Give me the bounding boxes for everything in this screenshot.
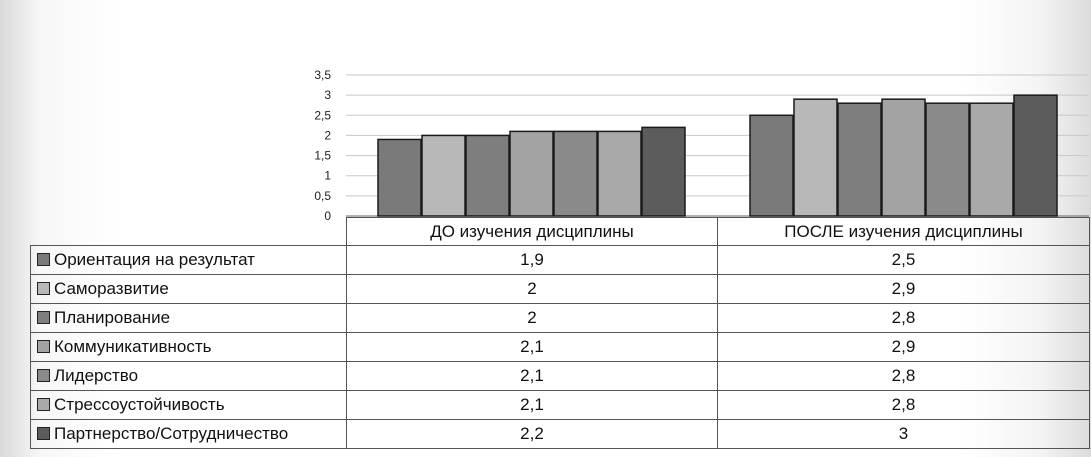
value-cell: 2,5 <box>717 245 1090 275</box>
table-row: Планирование 2 2,8 <box>30 303 1090 333</box>
series-name: Стрессоустойчивость <box>54 395 225 414</box>
series-label: Коммуникативность <box>30 332 347 362</box>
value-cell: 2,2 <box>346 419 718 449</box>
table-row: Саморазвитие 2 2,9 <box>30 274 1090 304</box>
series-label: Планирование <box>30 303 347 333</box>
value-cell: 2 <box>346 303 718 333</box>
legend-swatch <box>37 253 50 267</box>
bar <box>421 134 466 217</box>
bar <box>749 114 794 217</box>
value-cell: 3 <box>717 419 1090 449</box>
bar <box>465 134 510 217</box>
data-table: ДО изучения дисциплины ПОСЛЕ изучения ди… <box>30 217 1090 449</box>
bar <box>925 102 970 217</box>
series-name: Планирование <box>54 308 171 327</box>
bar <box>1013 94 1058 217</box>
value-cell: 2 <box>346 274 718 304</box>
y-tick-label: 2 <box>324 128 331 142</box>
table-header-row: ДО изучения дисциплины ПОСЛЕ изучения ди… <box>30 217 1090 246</box>
bar <box>597 130 642 217</box>
legend-swatch <box>37 340 50 354</box>
category-label-before: ДО изучения дисциплины <box>346 217 718 246</box>
series-name: Партнерство/Сотрудничество <box>54 424 289 443</box>
bar <box>881 98 926 217</box>
legend-swatch <box>37 427 50 441</box>
legend-swatch <box>37 282 50 296</box>
y-tick-label: 0,5 <box>314 189 331 203</box>
legend-swatch <box>37 311 50 325</box>
legend-swatch <box>37 369 50 383</box>
series-name: Коммуникативность <box>54 337 212 356</box>
value-cell: 2,9 <box>717 274 1090 304</box>
y-axis-ticks: 0 0,5 1 1,5 2 2,5 3 3,5 <box>314 68 331 223</box>
series-name: Саморазвитие <box>54 279 169 298</box>
value-cell: 2,8 <box>717 303 1090 333</box>
y-tick-label: 0 <box>324 209 331 223</box>
value-cell: 2,8 <box>717 361 1090 391</box>
series-name: Ориентация на результат <box>54 250 255 269</box>
y-tick-label: 1,5 <box>314 149 331 163</box>
bar <box>377 138 422 217</box>
legend-swatch <box>37 398 50 412</box>
bar <box>641 126 686 217</box>
bar <box>509 130 554 217</box>
table-corner <box>30 217 347 246</box>
series-label: Саморазвитие <box>30 274 347 304</box>
series-name: Лидерство <box>54 366 139 385</box>
value-cell: 2,8 <box>717 390 1090 420</box>
table-row: Ориентация на результат 1,9 2,5 <box>30 245 1090 275</box>
table-row: Лидерство 2,1 2,8 <box>30 361 1090 391</box>
value-cell: 1,9 <box>346 245 718 275</box>
table-row: Стрессоустойчивость 2,1 2,8 <box>30 390 1090 420</box>
value-cell: 2,1 <box>346 332 718 362</box>
series-label: Ориентация на результат <box>30 245 347 275</box>
y-tick-label: 3,5 <box>314 68 331 82</box>
y-tick-label: 3 <box>324 88 331 102</box>
bar <box>837 102 882 217</box>
series-label: Стрессоустойчивость <box>30 390 347 420</box>
table-row: Партнерство/Сотрудничество 2,2 3 <box>30 419 1090 449</box>
series-label: Партнерство/Сотрудничество <box>30 419 347 449</box>
series-label: Лидерство <box>30 361 347 391</box>
bar <box>793 98 838 217</box>
value-cell: 2,9 <box>717 332 1090 362</box>
bars <box>377 94 1058 217</box>
category-label-after: ПОСЛЕ изучения дисциплины <box>717 217 1090 246</box>
value-cell: 2,1 <box>346 390 718 420</box>
table-row: Коммуникативность 2,1 2,9 <box>30 332 1090 362</box>
bar <box>553 130 598 217</box>
y-tick-label: 2,5 <box>314 108 331 122</box>
y-tick-label: 1 <box>324 169 331 183</box>
value-cell: 2,1 <box>346 361 718 391</box>
bar <box>969 102 1014 217</box>
